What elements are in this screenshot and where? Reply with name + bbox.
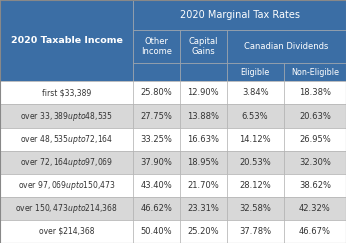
Text: Other
Income: Other Income xyxy=(141,37,172,56)
Bar xyxy=(227,104,284,128)
Bar xyxy=(180,220,227,243)
Text: 20.63%: 20.63% xyxy=(299,112,331,121)
Text: Non-Eligible: Non-Eligible xyxy=(291,68,339,77)
Text: 42.32%: 42.32% xyxy=(299,204,331,213)
Text: Canadian Dividends: Canadian Dividends xyxy=(244,42,328,51)
Text: 26.95%: 26.95% xyxy=(299,135,331,144)
Text: over $214,368: over $214,368 xyxy=(39,227,94,236)
Text: 14.12%: 14.12% xyxy=(239,135,271,144)
Bar xyxy=(180,63,227,81)
Text: 50.40%: 50.40% xyxy=(141,227,172,236)
Text: over $48,535 up to $72,164: over $48,535 up to $72,164 xyxy=(20,133,113,146)
Text: 46.62%: 46.62% xyxy=(140,204,173,213)
Bar xyxy=(180,128,227,151)
Bar xyxy=(284,63,346,81)
Text: Eligible: Eligible xyxy=(240,68,270,77)
Bar xyxy=(284,151,346,174)
Text: 18.38%: 18.38% xyxy=(299,88,331,97)
Bar xyxy=(180,197,227,220)
Bar xyxy=(0,174,133,197)
Bar xyxy=(180,151,227,174)
Text: 6.53%: 6.53% xyxy=(242,112,268,121)
Text: over $97,069 up to $150,473: over $97,069 up to $150,473 xyxy=(18,179,116,192)
Bar xyxy=(227,220,284,243)
Bar xyxy=(284,220,346,243)
Bar xyxy=(0,81,133,104)
Text: 37.78%: 37.78% xyxy=(239,227,271,236)
Text: over $33,389 up to $48,535: over $33,389 up to $48,535 xyxy=(20,110,113,122)
Bar xyxy=(133,81,180,104)
Text: first $33,389: first $33,389 xyxy=(42,88,91,97)
Text: 3.84%: 3.84% xyxy=(242,88,268,97)
Text: 38.62%: 38.62% xyxy=(299,181,331,190)
Bar xyxy=(284,81,346,104)
Text: 21.70%: 21.70% xyxy=(188,181,219,190)
Bar xyxy=(227,63,284,81)
Text: 28.12%: 28.12% xyxy=(239,181,271,190)
Text: 32.58%: 32.58% xyxy=(239,204,271,213)
Bar xyxy=(133,104,180,128)
Text: 23.31%: 23.31% xyxy=(187,204,219,213)
Bar xyxy=(133,0,346,30)
Bar xyxy=(227,151,284,174)
Text: over $72,164 up to $97,069: over $72,164 up to $97,069 xyxy=(20,156,113,169)
Bar xyxy=(180,174,227,197)
Text: over $150,473 up to $214,368: over $150,473 up to $214,368 xyxy=(15,202,118,215)
Text: 27.75%: 27.75% xyxy=(140,112,173,121)
Bar xyxy=(227,128,284,151)
Text: 18.95%: 18.95% xyxy=(188,158,219,167)
Text: 13.88%: 13.88% xyxy=(187,112,219,121)
Bar xyxy=(284,174,346,197)
Text: 46.67%: 46.67% xyxy=(299,227,331,236)
Text: Capital
Gains: Capital Gains xyxy=(189,37,218,56)
Bar xyxy=(284,104,346,128)
Bar xyxy=(133,174,180,197)
Text: 2020 Taxable Income: 2020 Taxable Income xyxy=(11,36,122,45)
Bar xyxy=(133,63,180,81)
Text: 25.20%: 25.20% xyxy=(188,227,219,236)
Bar xyxy=(133,30,180,63)
Bar xyxy=(0,197,133,220)
Bar xyxy=(227,30,346,63)
Text: 37.90%: 37.90% xyxy=(140,158,173,167)
Bar xyxy=(227,174,284,197)
Bar xyxy=(0,151,133,174)
Bar xyxy=(180,81,227,104)
Text: 33.25%: 33.25% xyxy=(140,135,173,144)
Text: 32.30%: 32.30% xyxy=(299,158,331,167)
Bar xyxy=(0,220,133,243)
Bar xyxy=(284,128,346,151)
Bar xyxy=(227,81,284,104)
Text: 2020 Marginal Tax Rates: 2020 Marginal Tax Rates xyxy=(180,10,300,20)
Bar xyxy=(284,197,346,220)
Text: 20.53%: 20.53% xyxy=(239,158,271,167)
Bar xyxy=(0,0,133,81)
Bar xyxy=(180,104,227,128)
Bar xyxy=(0,128,133,151)
Text: 25.80%: 25.80% xyxy=(141,88,172,97)
Text: 12.90%: 12.90% xyxy=(188,88,219,97)
Bar xyxy=(133,220,180,243)
Bar xyxy=(0,104,133,128)
Bar xyxy=(133,151,180,174)
Bar xyxy=(180,30,227,63)
Text: 43.40%: 43.40% xyxy=(141,181,172,190)
Bar xyxy=(133,197,180,220)
Text: 16.63%: 16.63% xyxy=(187,135,219,144)
Bar xyxy=(227,197,284,220)
Bar xyxy=(133,128,180,151)
